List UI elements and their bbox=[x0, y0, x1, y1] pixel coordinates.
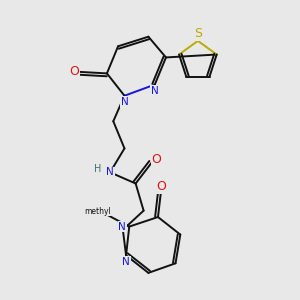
Text: S: S bbox=[194, 27, 202, 40]
Text: N: N bbox=[106, 167, 114, 177]
Text: N: N bbox=[151, 86, 159, 96]
Text: N: N bbox=[118, 222, 126, 232]
Text: methyl: methyl bbox=[84, 207, 111, 216]
Text: H: H bbox=[94, 164, 101, 173]
Text: N: N bbox=[121, 97, 128, 107]
Text: O: O bbox=[152, 153, 161, 166]
Text: O: O bbox=[69, 65, 79, 78]
Text: N: N bbox=[122, 257, 130, 267]
Text: O: O bbox=[156, 180, 166, 193]
